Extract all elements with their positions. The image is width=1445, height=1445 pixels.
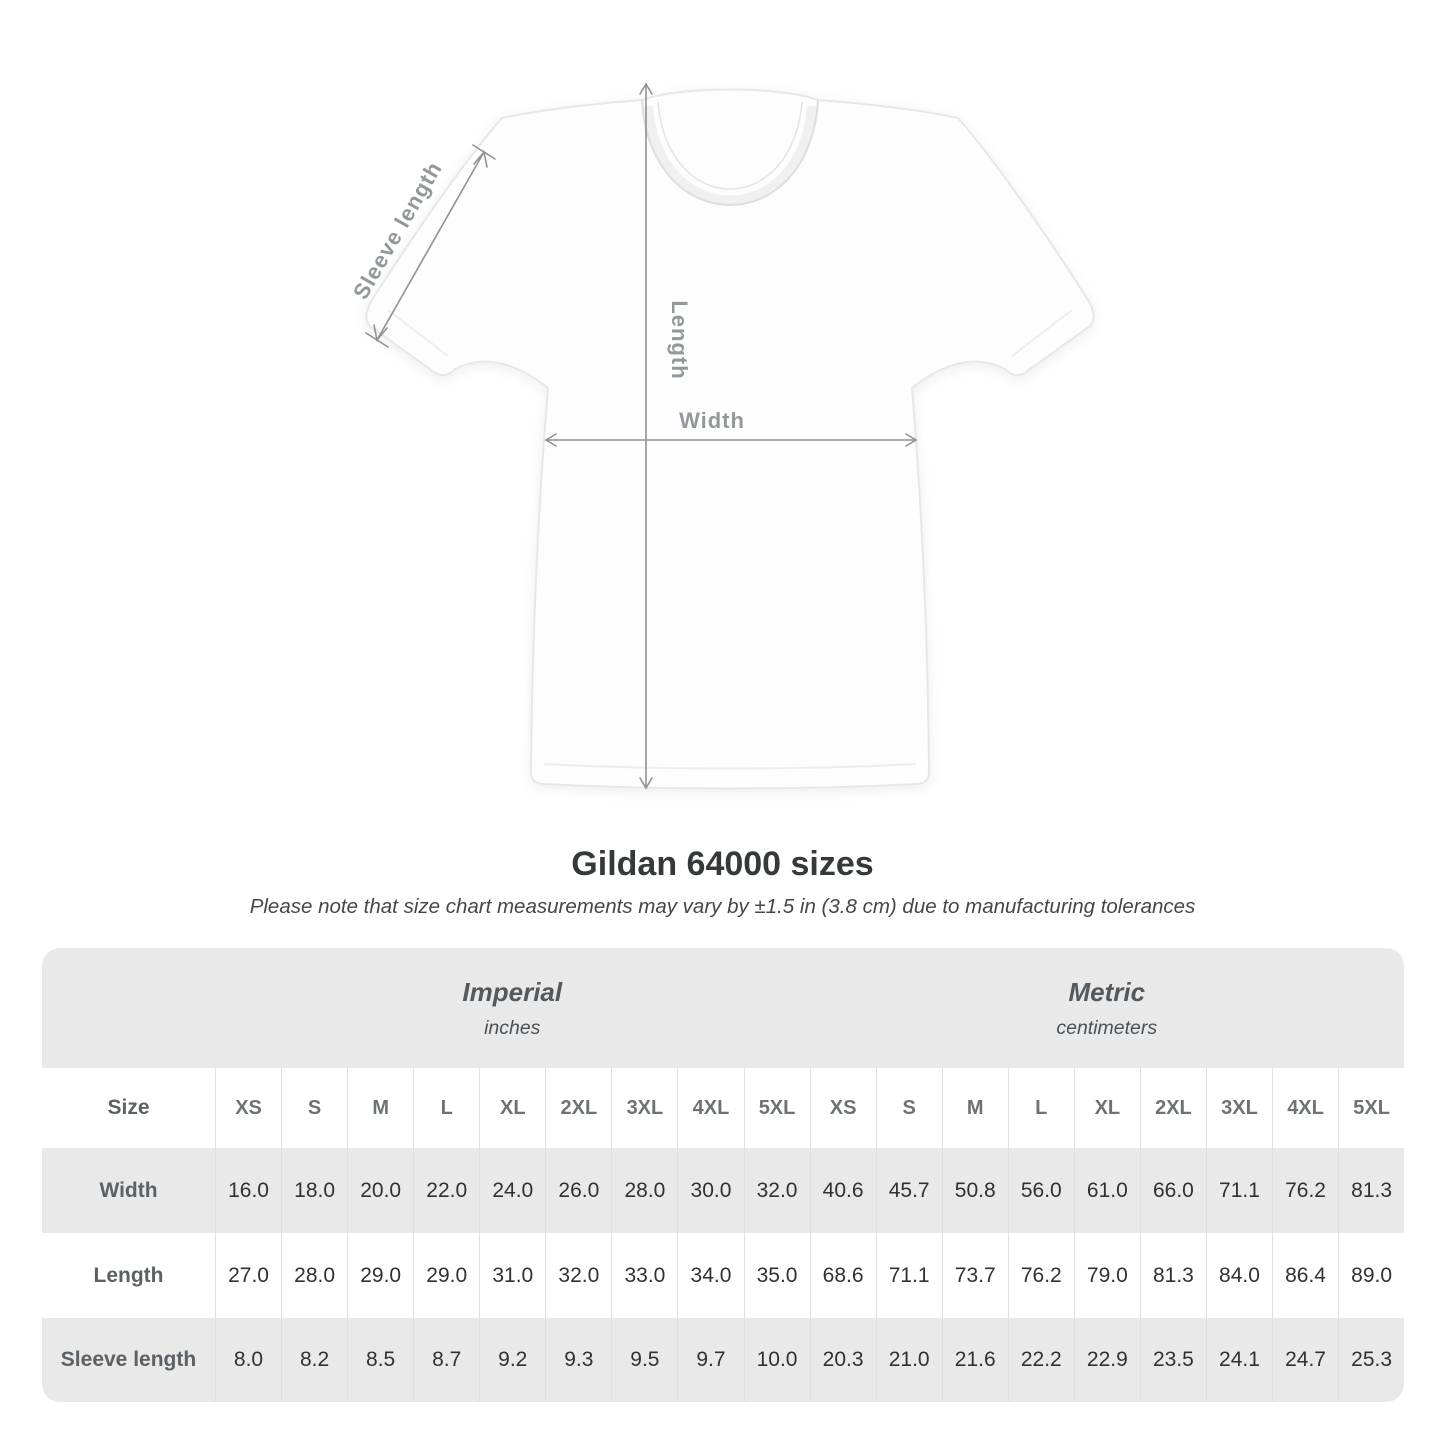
- size-cell: XL: [479, 1068, 545, 1148]
- size-cell: 2XL: [545, 1068, 611, 1148]
- value-cell: 89.0: [1338, 1233, 1404, 1318]
- value-cell: 28.0: [281, 1233, 347, 1318]
- value-cell: 22.2: [1007, 1318, 1074, 1402]
- value-cell: 10.0: [743, 1318, 810, 1402]
- value-cell: 21.0: [875, 1318, 942, 1402]
- size-cell: M: [347, 1068, 413, 1148]
- value-cell: 45.7: [875, 1148, 942, 1233]
- value-cell: 81.3: [1139, 1233, 1206, 1318]
- value-cell: 22.0: [413, 1148, 479, 1233]
- width-arrow: [544, 433, 918, 447]
- tshirt-measurement-diagram: Sleeve length Length Width: [348, 82, 1095, 790]
- imperial-unit: inches: [484, 1016, 541, 1039]
- value-cell: 30.0: [677, 1148, 743, 1233]
- size-column-title: Size: [107, 1096, 150, 1119]
- unit-system-header-row: Imperial inches Metric centimeters: [42, 948, 1404, 1068]
- size-cell: XL: [1073, 1068, 1140, 1148]
- value-cell: 16.0: [215, 1148, 281, 1233]
- value-cell: 24.0: [479, 1148, 545, 1233]
- value-cell: 29.0: [413, 1233, 479, 1318]
- size-cell: L: [1007, 1068, 1074, 1148]
- size-cell: M: [941, 1068, 1008, 1148]
- metric-header: Metric centimeters: [810, 948, 1405, 1068]
- size-header-row: Size XS S M L XL 2XL 3XL 4XL 5XL XS S M …: [42, 1068, 1404, 1148]
- row-label: Width: [99, 1178, 158, 1202]
- value-cell: 8.2: [281, 1318, 347, 1402]
- value-cell: 71.1: [875, 1233, 942, 1318]
- size-cell: S: [281, 1068, 347, 1148]
- size-cell: XS: [215, 1068, 281, 1148]
- size-cell: 4XL: [677, 1068, 743, 1148]
- width-label: Width: [679, 408, 745, 433]
- value-cell: 79.0: [1073, 1233, 1140, 1318]
- sleeve-length-row: Sleeve length 8.0 8.2 8.5 8.7 9.2 9.3 9.…: [42, 1318, 1404, 1402]
- value-cell: 22.9: [1073, 1318, 1140, 1402]
- value-cell: 33.0: [611, 1233, 677, 1318]
- length-row: Length 27.0 28.0 29.0 29.0 31.0 32.0 33.…: [42, 1233, 1404, 1318]
- value-cell: 9.2: [479, 1318, 545, 1402]
- value-cell: 25.3: [1338, 1318, 1404, 1402]
- size-cell: 2XL: [1139, 1068, 1206, 1148]
- value-cell: 66.0: [1139, 1148, 1206, 1233]
- size-cell: L: [413, 1068, 479, 1148]
- value-cell: 8.5: [347, 1318, 413, 1402]
- size-cell: XS: [809, 1068, 876, 1148]
- value-cell: 71.1: [1205, 1148, 1272, 1233]
- value-cell: 86.4: [1272, 1233, 1338, 1318]
- value-cell: 24.7: [1272, 1318, 1338, 1402]
- value-cell: 23.5: [1139, 1318, 1206, 1402]
- imperial-title: Imperial: [462, 976, 563, 1007]
- length-label: Length: [667, 300, 692, 379]
- value-cell: 76.2: [1272, 1148, 1338, 1233]
- imperial-header: Imperial inches: [215, 948, 810, 1068]
- value-cell: 24.1: [1205, 1318, 1272, 1402]
- header-spacer: [42, 948, 215, 1068]
- page-title: Gildan 64000 sizes: [571, 845, 874, 883]
- value-cell: 40.6: [809, 1148, 876, 1233]
- sleeve-length-arrow: [365, 144, 496, 348]
- value-cell: 9.7: [677, 1318, 743, 1402]
- metric-title: Metric: [1068, 976, 1146, 1007]
- value-cell: 8.7: [413, 1318, 479, 1402]
- tshirt-illustration: [365, 88, 1095, 790]
- value-cell: 27.0: [215, 1233, 281, 1318]
- size-cell: S: [875, 1068, 942, 1148]
- value-cell: 35.0: [743, 1233, 810, 1318]
- row-label: Length: [93, 1263, 164, 1287]
- value-cell: 18.0: [281, 1148, 347, 1233]
- value-cell: 29.0: [347, 1233, 413, 1318]
- value-cell: 34.0: [677, 1233, 743, 1318]
- value-cell: 50.8: [941, 1148, 1008, 1233]
- length-arrow: [639, 82, 653, 790]
- value-cell: 28.0: [611, 1148, 677, 1233]
- value-cell: 9.3: [545, 1318, 611, 1402]
- value-cell: 20.0: [347, 1148, 413, 1233]
- size-cell: 5XL: [1338, 1068, 1404, 1148]
- value-cell: 81.3: [1338, 1148, 1404, 1233]
- value-cell: 32.0: [545, 1233, 611, 1318]
- width-row: Width 16.0 18.0 20.0 22.0 24.0 26.0 28.0…: [42, 1148, 1404, 1233]
- value-cell: 8.0: [215, 1318, 281, 1402]
- value-cell: 56.0: [1007, 1148, 1074, 1233]
- value-cell: 32.0: [743, 1148, 810, 1233]
- value-cell: 20.3: [809, 1318, 876, 1402]
- value-cell: 61.0: [1073, 1148, 1140, 1233]
- metric-unit: centimeters: [1056, 1016, 1158, 1039]
- size-cell: 3XL: [1205, 1068, 1272, 1148]
- value-cell: 73.7: [941, 1233, 1008, 1318]
- value-cell: 31.0: [479, 1233, 545, 1318]
- row-label: Sleeve length: [60, 1348, 197, 1371]
- size-table: Imperial inches Metric centimeters Size …: [42, 948, 1404, 1402]
- size-cell: 5XL: [743, 1068, 810, 1148]
- value-cell: 26.0: [545, 1148, 611, 1233]
- value-cell: 68.6: [809, 1233, 876, 1318]
- value-cell: 84.0: [1205, 1233, 1272, 1318]
- size-cell: 4XL: [1272, 1068, 1338, 1148]
- value-cell: 9.5: [611, 1318, 677, 1402]
- value-cell: 76.2: [1007, 1233, 1074, 1318]
- tolerance-note: Please note that size chart measurements…: [249, 895, 1196, 918]
- size-cell: 3XL: [611, 1068, 677, 1148]
- value-cell: 21.6: [941, 1318, 1008, 1402]
